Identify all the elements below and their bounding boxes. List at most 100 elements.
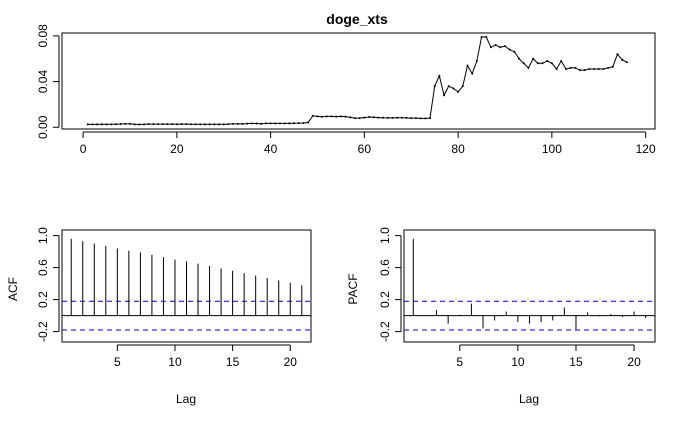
series-group	[86, 36, 628, 126]
data-point	[171, 123, 174, 126]
data-point	[443, 94, 446, 97]
data-point	[428, 117, 431, 120]
time-series-panel: doge_xts 0 20 40 60 80 100 120 0.00 0.04 0.08	[36, 11, 656, 156]
data-point	[185, 123, 188, 126]
data-point	[466, 64, 469, 67]
data-point	[508, 48, 511, 51]
y-axis: -0.2 0.2 0.6 1.0	[36, 227, 60, 342]
x-tick-label: 100	[542, 142, 562, 156]
data-point	[499, 46, 502, 49]
x-axis: 5 10 15 20	[114, 344, 298, 369]
data-point	[522, 62, 525, 65]
data-point	[358, 117, 361, 120]
series-line	[87, 36, 628, 126]
x-tick-label: 5	[456, 355, 463, 369]
data-point	[489, 46, 492, 49]
data-point	[583, 69, 586, 72]
pacf-panel: -0.2 0.2 0.6 1.0 5 10 15 20 Lag PACF	[346, 227, 656, 406]
data-point	[349, 116, 352, 119]
bars-group	[404, 238, 655, 331]
data-point	[161, 123, 164, 126]
data-point	[588, 68, 591, 70]
x-axis: 0 20 40 60 80 100 120	[80, 131, 656, 156]
data-point	[293, 122, 296, 125]
y-tick-label: -0.2	[378, 321, 392, 342]
data-point	[471, 72, 474, 75]
y-tick-label: 0.04	[36, 70, 50, 94]
data-point	[255, 122, 258, 125]
data-point	[96, 123, 99, 126]
y-tick-label: 0.2	[378, 291, 392, 308]
x-tick-label: 5	[114, 355, 121, 369]
y-tick-label: 1.0	[36, 227, 50, 244]
data-point	[194, 123, 197, 126]
data-point	[330, 115, 333, 118]
data-point	[405, 116, 408, 119]
data-point	[297, 122, 300, 125]
data-point	[180, 123, 183, 126]
data-point	[119, 122, 122, 125]
data-point	[260, 122, 263, 125]
data-point	[311, 114, 314, 117]
y-tick-label: 1.0	[378, 227, 392, 244]
y-tick-label: 0.2	[36, 291, 50, 308]
data-point	[246, 122, 249, 125]
data-point	[218, 123, 221, 126]
data-point	[578, 69, 581, 72]
data-point	[372, 116, 375, 119]
data-point	[278, 122, 281, 125]
data-point	[527, 66, 530, 69]
data-point	[457, 90, 460, 93]
y-tick-label: 0.00	[36, 115, 50, 139]
data-point	[344, 115, 347, 118]
data-point	[100, 123, 103, 126]
data-point	[264, 122, 267, 125]
x-tick-label: 10	[511, 355, 525, 369]
data-point	[541, 62, 544, 65]
data-point	[147, 123, 150, 126]
x-tick-label: 15	[226, 355, 240, 369]
data-point	[232, 122, 235, 125]
data-point	[480, 36, 483, 38]
data-point	[569, 66, 572, 69]
x-tick-label: 20	[627, 355, 641, 369]
data-point	[250, 122, 253, 125]
x-tick-label: 60	[358, 142, 372, 156]
data-point	[400, 116, 403, 119]
data-point	[602, 68, 605, 70]
data-point	[414, 117, 417, 120]
data-point	[269, 122, 272, 125]
data-point	[110, 123, 113, 126]
data-point	[199, 123, 202, 126]
data-point	[597, 68, 600, 70]
data-point	[302, 121, 305, 124]
data-point	[555, 68, 558, 70]
data-point	[593, 68, 596, 70]
data-point	[335, 115, 338, 118]
data-point	[363, 116, 366, 119]
data-point	[175, 123, 178, 126]
data-point	[227, 123, 230, 126]
x-tick-label: 20	[284, 355, 298, 369]
bars-group	[62, 238, 311, 331]
data-point	[419, 117, 422, 120]
data-point	[386, 116, 389, 119]
data-point	[325, 115, 328, 118]
data-point	[461, 85, 464, 88]
data-point	[105, 123, 108, 126]
y-tick-label: 0.08	[36, 24, 50, 48]
data-point	[166, 123, 169, 126]
data-point	[307, 121, 310, 124]
data-point	[152, 123, 155, 126]
data-point	[518, 57, 521, 60]
data-point	[560, 60, 563, 62]
data-point	[236, 122, 239, 125]
data-point	[124, 122, 127, 125]
x-tick-label: 0	[80, 142, 87, 156]
data-point	[157, 123, 160, 126]
data-point	[410, 117, 413, 120]
data-point	[550, 62, 553, 65]
data-point	[513, 50, 516, 53]
data-point	[452, 87, 455, 90]
